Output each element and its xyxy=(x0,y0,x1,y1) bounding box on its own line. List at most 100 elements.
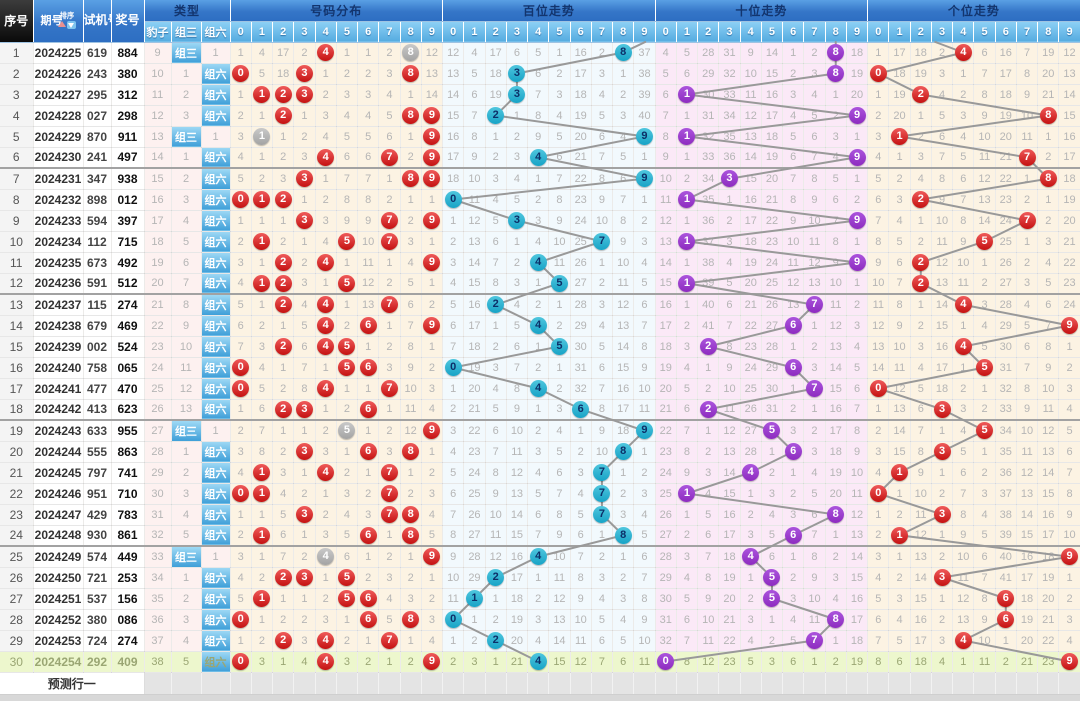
prediction-empty-cell[interactable] xyxy=(867,672,890,695)
prediction-empty-cell[interactable] xyxy=(761,672,784,695)
prediction-empty-cell[interactable] xyxy=(655,672,677,695)
cell-distribution-6: 1 xyxy=(357,378,380,400)
cell-group6-hit: 组六 xyxy=(201,210,231,232)
prediction-empty-cell[interactable] xyxy=(230,672,252,695)
prediction-empty-cell[interactable] xyxy=(803,672,826,695)
cell-hundreds-5: 1 xyxy=(548,357,571,379)
prediction-empty-cell[interactable] xyxy=(846,672,869,695)
prediction-empty-cell[interactable] xyxy=(421,672,444,695)
prediction-empty-cell[interactable] xyxy=(485,672,507,695)
cell-test-number: 241 xyxy=(83,147,112,169)
cell-units-9: 18 xyxy=(1058,168,1080,190)
col-header-dist-digit-3: 3 xyxy=(293,21,316,43)
cell-units-0: 2 xyxy=(867,420,890,442)
distribution-hit-circle: 9 xyxy=(423,653,441,670)
prediction-empty-cell[interactable] xyxy=(633,672,656,695)
prediction-empty-cell[interactable] xyxy=(1016,672,1039,695)
cell-hundreds-4: 5 xyxy=(527,483,550,505)
cell-distribution-5: 5 xyxy=(336,336,359,358)
cell-units-2: 4 xyxy=(910,357,932,379)
prediction-empty-cell[interactable] xyxy=(570,672,592,695)
cell-period: 2024247 xyxy=(33,504,84,526)
prediction-empty-cell[interactable] xyxy=(315,672,337,695)
cell-tens-7: 2 xyxy=(803,42,826,64)
cell-distribution-0: 3 xyxy=(230,441,252,463)
cell-tens-9: 7 xyxy=(846,399,869,421)
prediction-empty-cell[interactable] xyxy=(676,672,699,695)
sort-desc-chip[interactable] xyxy=(66,21,76,30)
distribution-hit-circle: 7 xyxy=(380,485,398,502)
cell-units-2: 8 xyxy=(910,441,932,463)
distribution-hit-circle: 0 xyxy=(232,485,250,502)
sort-control[interactable]: 排序 xyxy=(57,12,76,30)
cell-tens-0: 27 xyxy=(655,525,677,547)
cell-hundreds-6: 2 xyxy=(570,441,592,463)
prediction-empty-cell[interactable] xyxy=(144,672,172,695)
prediction-empty-cell[interactable] xyxy=(612,672,635,695)
prediction-empty-cell[interactable] xyxy=(591,672,614,695)
prediction-empty-cell[interactable] xyxy=(506,672,529,695)
cell-units-8: 8 xyxy=(1037,168,1060,190)
cell-tens-0: 12 xyxy=(655,210,677,232)
cell-hundreds-6: 19 xyxy=(570,105,592,127)
cell-tens-2: 12 xyxy=(697,651,720,673)
cell-tens-5: 21 xyxy=(761,189,784,211)
prediction-empty-cell[interactable] xyxy=(400,672,422,695)
prediction-empty-cell[interactable] xyxy=(888,672,911,695)
prediction-empty-cell[interactable] xyxy=(378,672,401,695)
cell-hundreds-8: 3 xyxy=(612,105,635,127)
cell-group6-miss: 1 xyxy=(201,546,231,568)
prediction-empty-cell[interactable] xyxy=(527,672,550,695)
cell-distribution-9: 14 xyxy=(421,84,444,106)
prediction-row-label[interactable]: 预测行一 xyxy=(0,672,145,695)
prediction-empty-cell[interactable] xyxy=(952,672,975,695)
cell-units-7: 1 xyxy=(1016,231,1039,253)
cell-tens-8: 6 xyxy=(825,189,847,211)
cell-tens-9: 9 xyxy=(846,252,869,274)
cell-tens-1: 1 xyxy=(676,231,699,253)
cell-tens-8: 20 xyxy=(825,483,847,505)
prediction-empty-cell[interactable] xyxy=(293,672,316,695)
prediction-empty-cell[interactable] xyxy=(931,672,954,695)
prediction-empty-cell[interactable] xyxy=(740,672,762,695)
units-hit-circle: 2 xyxy=(912,86,930,103)
prediction-empty-cell[interactable] xyxy=(442,672,465,695)
prediction-empty-cell[interactable] xyxy=(548,672,571,695)
prediction-empty-cell[interactable] xyxy=(171,672,202,695)
cell-units-9: 5 xyxy=(1058,420,1080,442)
prediction-empty-cell[interactable] xyxy=(357,672,380,695)
cell-tens-6: 1 xyxy=(782,378,805,400)
cell-hundreds-8: 1 xyxy=(612,546,635,568)
cell-tens-2: 4 xyxy=(697,483,720,505)
cell-tens-2: 39 xyxy=(697,273,720,295)
prediction-empty-cell[interactable] xyxy=(336,672,359,695)
cell-hundreds-0: 0 xyxy=(442,609,465,631)
prediction-empty-cell[interactable] xyxy=(463,672,486,695)
prediction-empty-cell[interactable] xyxy=(251,672,274,695)
sort-asc-icon[interactable] xyxy=(57,21,66,28)
prediction-empty-cell[interactable] xyxy=(995,672,1017,695)
cell-units-3: 5 xyxy=(931,105,954,127)
prediction-empty-cell[interactable] xyxy=(910,672,932,695)
prediction-empty-cell[interactable] xyxy=(201,672,231,695)
prediction-empty-cell[interactable] xyxy=(782,672,805,695)
cell-leopard-miss: 16 xyxy=(144,189,172,211)
prediction-empty-cell[interactable] xyxy=(825,672,847,695)
prediction-empty-cell[interactable] xyxy=(718,672,741,695)
cell-distribution-7: 7 xyxy=(378,210,401,232)
prediction-empty-cell[interactable] xyxy=(1037,672,1060,695)
cell-group6-hit: 组六 xyxy=(201,483,231,505)
prediction-empty-cell[interactable] xyxy=(973,672,996,695)
cell-units-3: 7 xyxy=(931,147,954,169)
cell-tens-7: 2 xyxy=(803,420,826,442)
cell-index: 13 xyxy=(0,294,34,316)
prediction-empty-cell[interactable] xyxy=(272,672,295,695)
col-header-qihao[interactable]: 期号 排序 xyxy=(33,0,84,43)
cell-tens-3: 13 xyxy=(718,441,741,463)
cell-tens-7: 1 xyxy=(803,315,826,337)
cell-distribution-5: 4 xyxy=(336,105,359,127)
cell-index: 7 xyxy=(0,168,34,190)
prediction-empty-cell[interactable] xyxy=(1058,672,1080,695)
cell-units-0: 3 xyxy=(867,441,890,463)
prediction-empty-cell[interactable] xyxy=(697,672,720,695)
